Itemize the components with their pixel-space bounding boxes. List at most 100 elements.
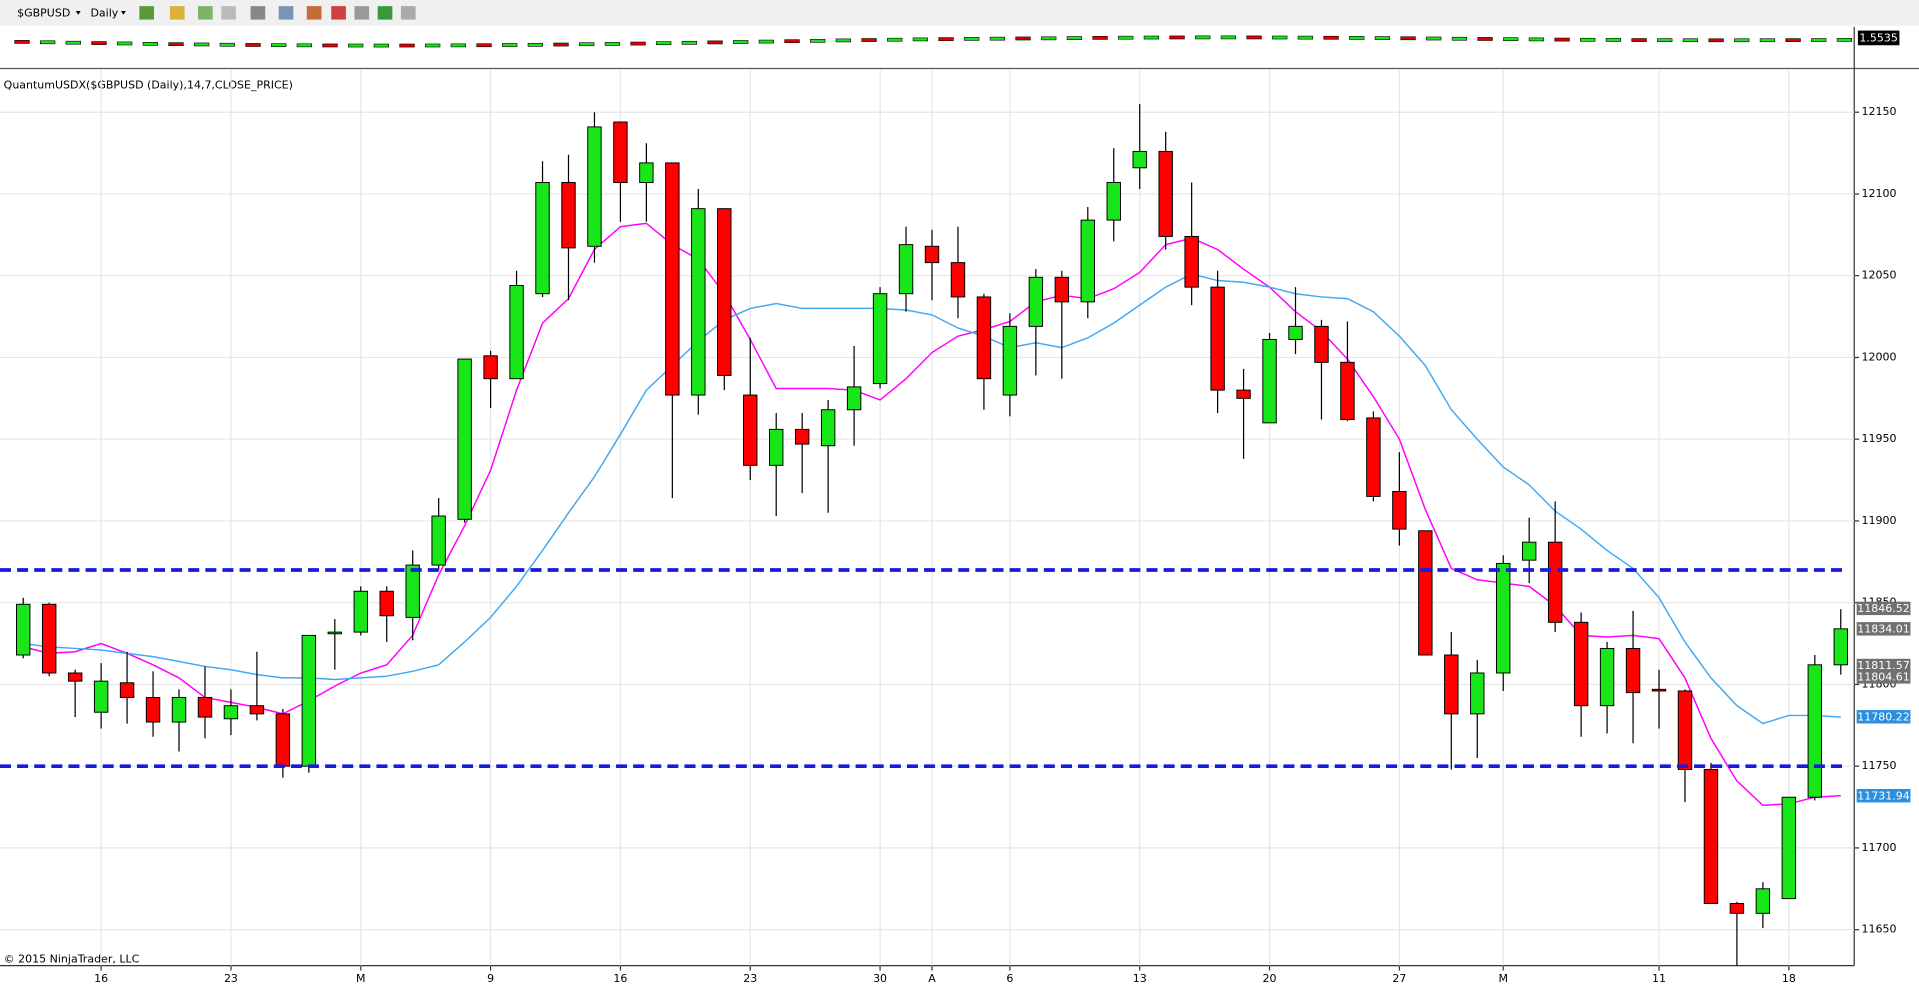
- candle-body: [457, 358, 472, 520]
- candle-body: [1470, 672, 1485, 715]
- overview-candle: [1503, 37, 1519, 42]
- candle-body: [1210, 286, 1225, 391]
- toolbar-icons[interactable]: [139, 6, 416, 20]
- candle-body: [145, 697, 161, 723]
- candle-body: [794, 428, 810, 445]
- overview-candle: [1785, 38, 1801, 43]
- candle-body: [1002, 325, 1018, 396]
- indicator-label: QuantumUSDX($GBPUSD (Daily),14,7,CLOSE_P…: [4, 79, 293, 92]
- x-tick-label: 23: [743, 972, 757, 985]
- overview-candle: [1349, 36, 1365, 40]
- price-label-box: [1856, 670, 1911, 684]
- candle-body: [509, 285, 524, 380]
- overview-candle: [1272, 35, 1288, 40]
- moving-average: [23, 222, 1841, 807]
- moving-average: [23, 273, 1841, 725]
- candle-body: [665, 162, 680, 396]
- candle-body: [431, 515, 446, 566]
- overview-candle: [14, 40, 30, 44]
- candle-body: [67, 672, 83, 682]
- overview-candle: [1118, 35, 1134, 40]
- candle-body: [1080, 219, 1095, 303]
- candle-body: [379, 590, 394, 617]
- candle-body: [1573, 621, 1589, 707]
- overview-candle: [1246, 35, 1262, 40]
- x-tick-label: 20: [1263, 972, 1277, 985]
- candle-body: [1418, 530, 1433, 656]
- overview-candle: [502, 43, 518, 47]
- candle-body: [327, 631, 343, 635]
- overview-candle: [579, 42, 595, 47]
- candle-body: [1158, 150, 1173, 237]
- candle-body: [93, 680, 109, 713]
- price-label-box: [1856, 601, 1911, 616]
- y-tick-label: 11950: [1862, 432, 1897, 445]
- x-tick-label: 9: [487, 972, 494, 985]
- overview-candle: [1041, 36, 1057, 41]
- overview-candle: [1297, 35, 1314, 40]
- overview-candle: [271, 43, 287, 48]
- overview-candle: [553, 42, 569, 47]
- y-tick-label: 12050: [1862, 269, 1897, 282]
- overview-candle: [1734, 38, 1750, 43]
- overview-candle: [296, 43, 312, 48]
- candle-body: [171, 697, 187, 723]
- overview-candle: [168, 42, 184, 46]
- candle-body: [1677, 690, 1693, 770]
- candle-body: [1521, 541, 1537, 561]
- candle-body: [249, 705, 265, 715]
- candle-body: [924, 245, 940, 264]
- x-tick-label: 30: [873, 972, 887, 985]
- dropdown-arrow[interactable]: [75, 11, 81, 15]
- candle-body: [1599, 647, 1615, 707]
- overview-candle: [1554, 37, 1570, 42]
- overview-candle: [1400, 36, 1416, 41]
- candle-body: [691, 208, 706, 396]
- overview-candle: [1605, 38, 1622, 42]
- overview-candle: [912, 37, 929, 42]
- overview-candle: [1451, 36, 1468, 41]
- overview-candle: [1836, 38, 1853, 42]
- overview-candle: [219, 42, 235, 47]
- overview-candle: [835, 38, 852, 43]
- overview-candle: [1323, 35, 1339, 40]
- candle-body: [1366, 417, 1381, 497]
- price-label-box: [1856, 622, 1911, 636]
- overview-candle: [1426, 36, 1442, 41]
- candle-body: [898, 244, 914, 295]
- candle-body: [846, 386, 862, 411]
- candle-body: [483, 355, 498, 380]
- x-tick-label: 16: [613, 972, 627, 985]
- overview-candle: [1811, 38, 1827, 42]
- candle-body: [1807, 664, 1823, 798]
- overview-price: 1.5535: [1859, 32, 1898, 45]
- overview-candle: [1708, 38, 1724, 43]
- overview-candle: [348, 43, 364, 48]
- copyright: © 2015 NinjaTrader, LLC: [4, 953, 140, 966]
- symbol[interactable]: $GBPUSD: [17, 6, 70, 19]
- overview-candle: [1066, 36, 1083, 40]
- overview-candle: [1195, 35, 1211, 40]
- dropdown-arrow[interactable]: [121, 11, 126, 15]
- overview-candle: [758, 39, 775, 44]
- x-tick-label: A: [928, 972, 936, 985]
- overview-candle: [989, 36, 1006, 41]
- price-label: 11780.22: [1857, 710, 1910, 723]
- candle-body: [1651, 688, 1667, 692]
- x-tick-label: 13: [1133, 972, 1147, 985]
- candle-body: [535, 182, 550, 295]
- price-label-box: [1856, 710, 1911, 724]
- candle-body: [820, 409, 836, 447]
- overview-candle: [656, 41, 672, 46]
- interval[interactable]: Daily: [90, 6, 118, 19]
- overview-candle: [476, 43, 492, 48]
- candle-body: [1547, 541, 1563, 623]
- price-label: 11731.94: [1857, 789, 1910, 802]
- x-tick-label: 16: [94, 972, 108, 985]
- candle-body: [1106, 182, 1121, 221]
- overview-candle: [861, 38, 877, 42]
- overview-candle: [1528, 37, 1545, 42]
- candle-body: [1781, 796, 1797, 900]
